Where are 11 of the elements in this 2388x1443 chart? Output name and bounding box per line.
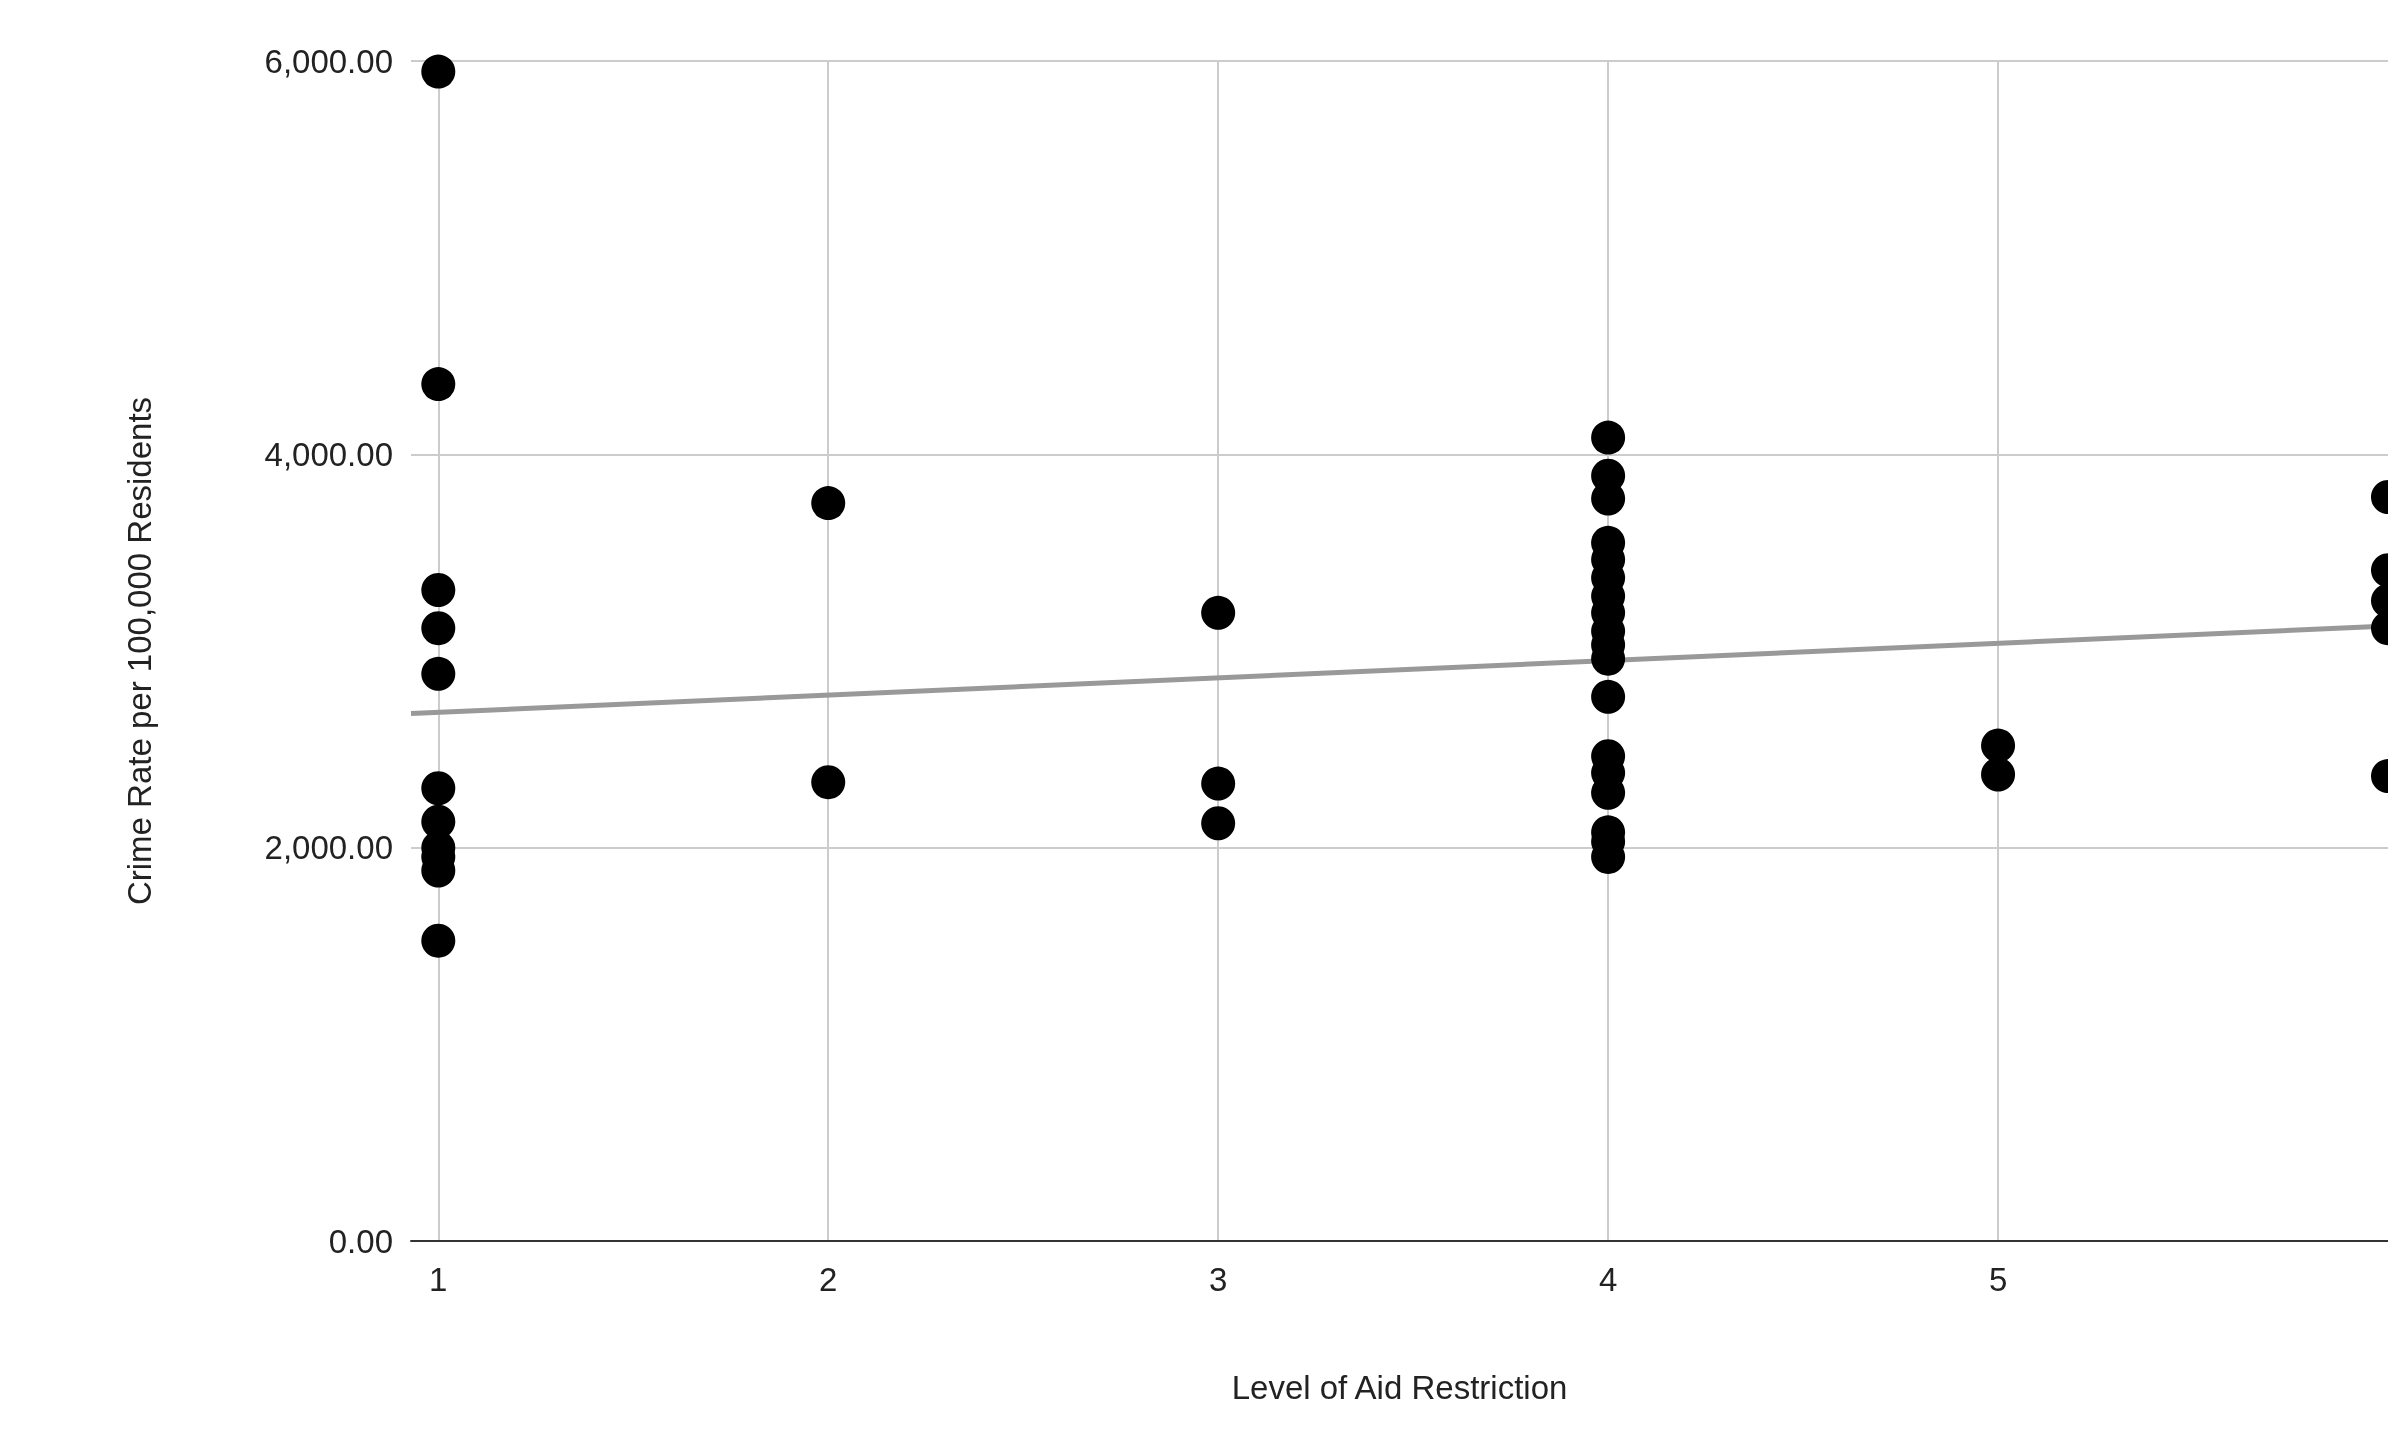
x-tick-label: 5: [1988, 1261, 2008, 1298]
y-tick-label: 4,000.00: [264, 435, 393, 473]
x-tick-label: 4: [1598, 1261, 1618, 1298]
x-axis-title: Level of Aid Restriction: [1231, 1369, 1568, 1406]
y-tick-label: 6,000.00: [264, 42, 393, 80]
y-axis-title: Crime Rate per 100,000 Residents: [121, 396, 158, 906]
x-tick-label: 3: [1209, 1261, 1228, 1298]
x-tick-label: 1: [429, 1261, 448, 1298]
y-tick-label: 2,000.00: [264, 829, 393, 867]
y-tick-label: 0.00: [328, 1222, 393, 1260]
x-tick-label: 2: [819, 1261, 838, 1298]
